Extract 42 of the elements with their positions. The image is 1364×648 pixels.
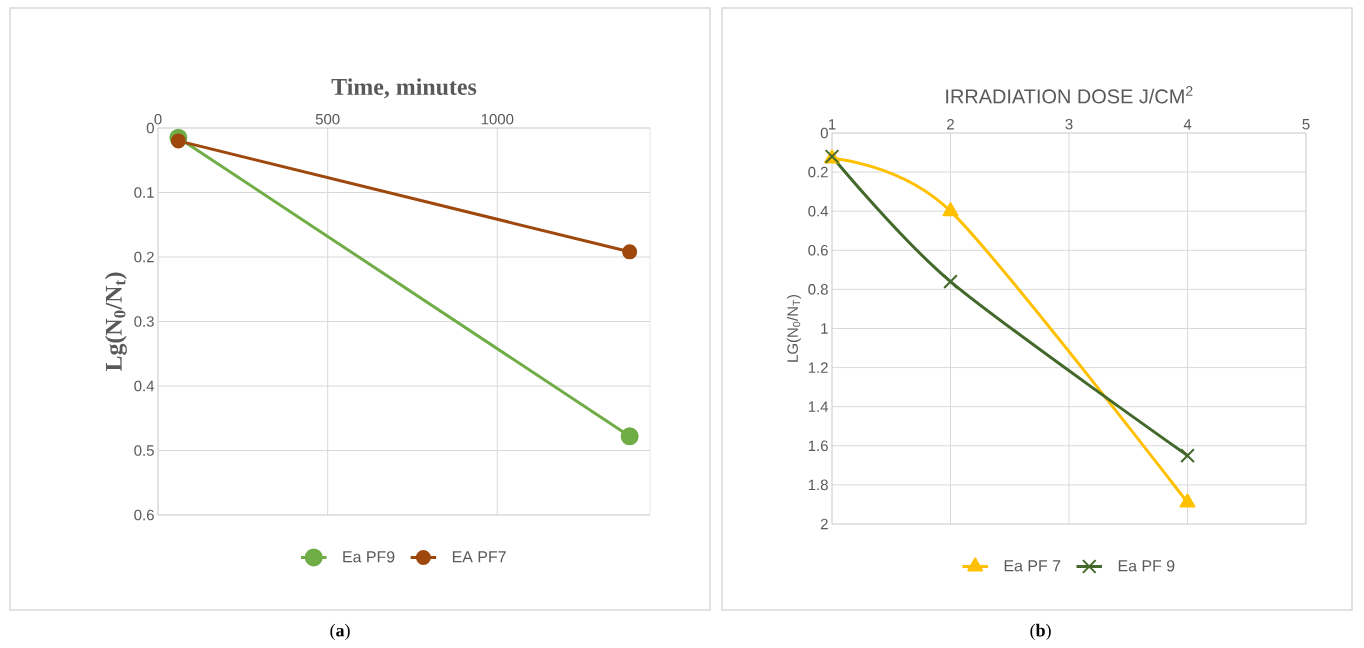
x-tick-label: 4: [1183, 119, 1192, 130]
y-tick-label: 0.8: [808, 284, 828, 295]
y-tick-label: 1.6: [808, 440, 828, 452]
y-tick-label: 0.2: [134, 251, 154, 263]
point: [942, 202, 959, 217]
y-tick-label: 0.6: [134, 509, 154, 521]
y-axis-title: LG(N$_{0}$/N$_{T}$): [786, 295, 801, 362]
point: [622, 244, 638, 260]
legend-label: Ea PF9: [343, 551, 395, 563]
text: (b): [1030, 623, 1051, 641]
point: [1179, 493, 1196, 508]
legend-label: EA PF7: [452, 551, 506, 563]
y-tick-label: 0.2: [808, 166, 828, 178]
point: [943, 274, 958, 289]
x-tick-label: 500: [315, 113, 340, 125]
y-tick-label: 1: [821, 323, 828, 334]
x-tick-label: 1000: [481, 113, 514, 125]
point: [1180, 448, 1195, 463]
y-tick-label: 1.8: [808, 479, 828, 491]
legend-label: Ea PF 7: [1004, 560, 1061, 572]
y-tick-label: 0.1: [134, 187, 154, 198]
legend-label: Ea PF 9: [1118, 560, 1175, 572]
point: [170, 133, 186, 149]
y-tick-label: 0.5: [134, 445, 154, 456]
y-tick-label: 0.4: [808, 205, 829, 217]
y-tick-label: 1.4: [808, 401, 829, 412]
point: [620, 427, 639, 446]
x-tick-label: 5: [1302, 119, 1310, 130]
y-tick-label: 0: [820, 127, 828, 139]
x-tick-label: 2: [947, 119, 954, 130]
x-axis-title: Time, minutes: [331, 78, 477, 99]
y-tick-label: 2: [820, 518, 828, 530]
y-axis-title: Lg(N$_{0}$/N$_{t}$): [105, 272, 127, 372]
x-tick-label: 1: [829, 119, 836, 130]
y-tick-label: 0.4: [134, 380, 155, 392]
y-tick-label: 1.2: [808, 362, 828, 373]
text: (a): [330, 623, 350, 641]
y-tick-label: 0.6: [808, 245, 828, 256]
y-tick-label: 0.3: [134, 316, 154, 327]
x-tick-label: 3: [1065, 118, 1073, 130]
x-axis-title: IRRADIATION DOSE J/CM$^{2}$: [946, 86, 1193, 104]
x-tick-label: 0: [154, 113, 162, 125]
